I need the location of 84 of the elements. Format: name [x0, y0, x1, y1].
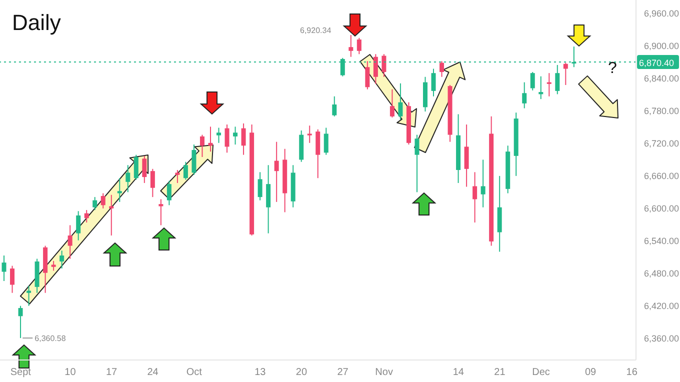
y-tick-label: 6,600.00 — [644, 204, 680, 214]
y-tick-label: 6,480.00 — [644, 268, 680, 279]
candlestick — [356, 37, 362, 55]
ref-line-label: 6,870.40 — [639, 58, 674, 68]
candlestick — [224, 124, 230, 154]
candlestick — [440, 60, 444, 78]
candlestick — [183, 161, 188, 180]
candlestick — [324, 127, 328, 156]
y-tick-label: 6,660.00 — [644, 171, 680, 182]
candlestick — [382, 54, 386, 78]
y-tick-label: 6,720.00 — [644, 138, 680, 149]
y-tick-label: 6,840.00 — [644, 74, 680, 84]
candlestick — [100, 192, 106, 209]
candlestick — [316, 128, 320, 179]
candlestick — [472, 172, 478, 223]
x-tick-label: Oct — [186, 367, 202, 378]
candlestick — [398, 82, 403, 120]
candlestick — [348, 34, 354, 58]
candlestick — [60, 250, 64, 270]
candlestick — [464, 124, 469, 188]
candlestick — [175, 169, 180, 184]
x-tick-label: Sept — [10, 367, 32, 378]
text: Daily — [12, 10, 61, 36]
y-tick-label: 6,780.00 — [644, 106, 680, 116]
candlestick — [233, 126, 238, 146]
y-tick-label: 6,540.00 — [644, 236, 680, 246]
candlestick — [92, 196, 98, 211]
candlestick — [241, 122, 246, 156]
candlestick — [18, 305, 23, 339]
x-tick-label: Dec — [532, 367, 550, 378]
candlestick — [10, 265, 15, 294]
candlestick — [563, 62, 568, 86]
candlestick — [216, 127, 222, 144]
y-tick-label: 6,360.00 — [644, 334, 680, 344]
candlestick — [134, 154, 138, 180]
candlestick — [307, 125, 312, 144]
candlestick — [84, 210, 89, 223]
y-tick-label: 6,900.00 — [644, 41, 680, 52]
candlestick — [26, 285, 32, 306]
candlestick — [158, 198, 164, 226]
y-tick-label: 6,420.00 — [644, 301, 680, 312]
candlestick — [117, 178, 122, 202]
candlestick — [192, 144, 196, 176]
x-tick-label: 24 — [147, 367, 159, 378]
candlestick — [200, 134, 204, 158]
candlestick — [2, 255, 6, 282]
candlestick — [546, 72, 552, 97]
y-tick-label: 6,960.00 — [644, 8, 680, 19]
annotation: 6,920.34 — [300, 26, 332, 35]
candlestick — [76, 210, 81, 241]
x-tick-label: 20 — [296, 367, 308, 378]
x-tick-label: 16 — [626, 367, 638, 378]
candlestick — [480, 159, 486, 208]
x-tick-label: 14 — [452, 367, 464, 378]
x-tick-label: 10 — [64, 367, 76, 378]
candlestick — [208, 126, 213, 152]
candlestick — [266, 164, 271, 234]
annotation: 6,360.58 — [34, 334, 66, 344]
candlestick — [522, 82, 527, 109]
candlestick — [332, 96, 337, 117]
candlestick — [274, 141, 279, 202]
candlestick — [51, 260, 56, 272]
candlestick — [258, 172, 262, 201]
candlestick — [365, 60, 370, 90]
candlestick — [109, 194, 114, 236]
candlestick — [555, 64, 560, 95]
candlestick — [431, 68, 436, 97]
x-tick-label: 17 — [106, 367, 118, 378]
x-tick-label: 09 — [585, 367, 597, 378]
candlestick — [390, 88, 394, 118]
candlestick — [126, 164, 130, 193]
x-tick-label: Nov — [375, 367, 393, 378]
candlestick — [142, 155, 147, 184]
candlestick — [530, 72, 535, 91]
candlestick — [373, 54, 378, 84]
x-tick-label: 13 — [254, 367, 266, 378]
candlestick — [68, 224, 72, 260]
x-tick-label: 27 — [337, 367, 349, 378]
candlestick — [414, 134, 420, 193]
candlestick — [150, 168, 155, 198]
x-tick-label: 21 — [494, 367, 506, 378]
candlestick — [538, 76, 544, 100]
annotation: ? — [608, 60, 617, 78]
candlestick — [166, 180, 172, 206]
